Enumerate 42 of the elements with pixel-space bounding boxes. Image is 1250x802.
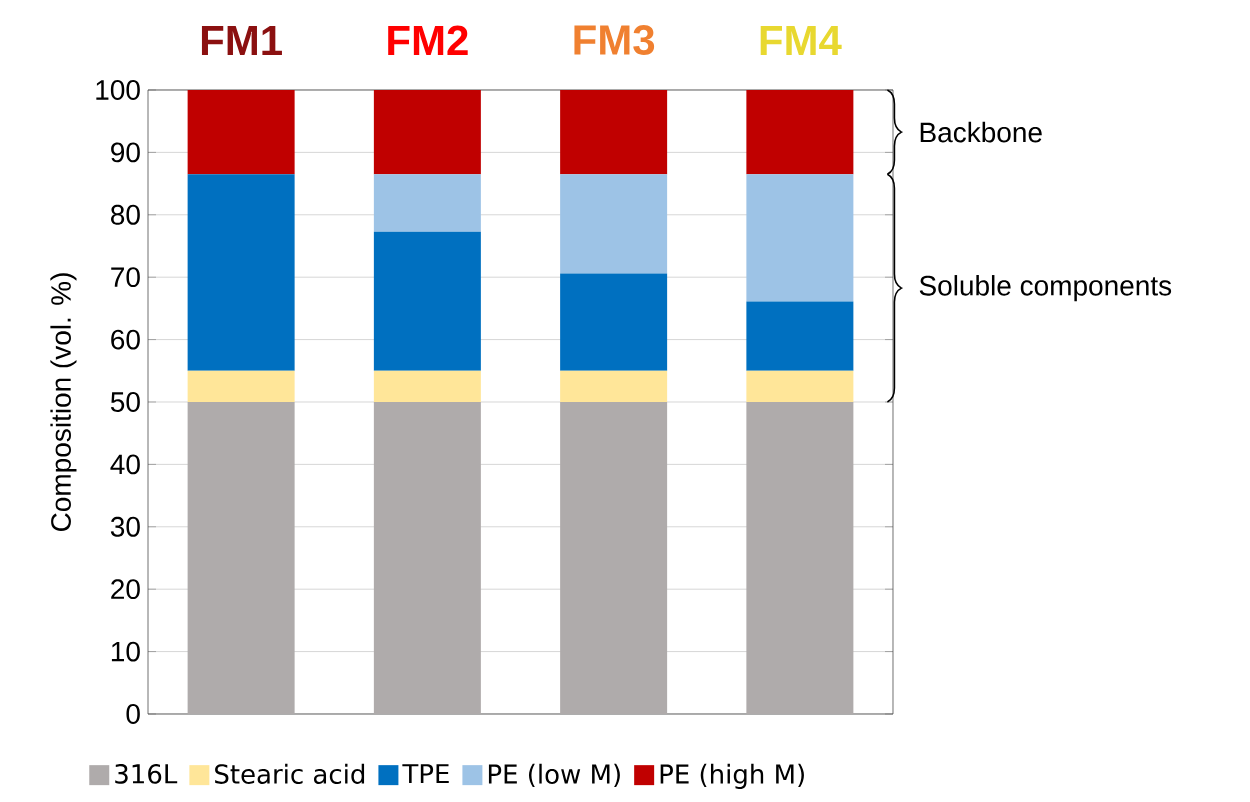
- bar: [373, 231, 481, 371]
- bar: [746, 89, 854, 175]
- bar: [187, 89, 295, 175]
- y-tick-label: 60: [111, 329, 140, 350]
- y-tick-label: 100: [96, 80, 140, 100]
- bar: [560, 89, 668, 175]
- y-tick-label: 10: [111, 641, 140, 662]
- y-tick-label: 70: [111, 267, 140, 288]
- y-tick-label: 20: [111, 579, 140, 600]
- bar: [373, 89, 481, 175]
- legend-label: PE (high M): [660, 763, 804, 789]
- bar: [746, 401, 854, 714]
- bar: [746, 370, 854, 402]
- x-tick-label: FM4: [760, 26, 842, 55]
- legend-label: Stearic acid: [215, 763, 365, 784]
- text: Backbone: [920, 121, 1042, 143]
- bar: [560, 370, 668, 402]
- bar: [373, 401, 481, 714]
- bar: [187, 401, 295, 714]
- bar: [373, 174, 481, 232]
- y-tick-label: 0: [126, 704, 140, 724]
- y-tick-label: 90: [111, 142, 140, 163]
- bar: [746, 301, 854, 371]
- bar: [187, 174, 295, 371]
- x-tick-label: FM1: [201, 26, 282, 55]
- bar: [560, 174, 668, 274]
- bar: [746, 174, 854, 302]
- text: Soluble components: [919, 275, 1172, 302]
- x-tick-label: FM2: [388, 25, 468, 55]
- bar: [560, 273, 668, 371]
- legend-label: TPE: [402, 764, 449, 784]
- bar: [187, 370, 295, 402]
- y-axis-title: Composition (vol. %): [50, 273, 77, 532]
- bar: [373, 370, 481, 402]
- y-tick-label: 40: [110, 454, 140, 475]
- bar: [560, 401, 668, 714]
- y-tick-label: 80: [111, 204, 140, 225]
- y-tick-label: 30: [110, 516, 140, 537]
- y-tick-label: 50: [110, 392, 140, 412]
- legend-label: 316L: [115, 764, 178, 784]
- x-tick-label: FM3: [574, 25, 655, 55]
- legend-label: PE (low M): [488, 763, 620, 787]
